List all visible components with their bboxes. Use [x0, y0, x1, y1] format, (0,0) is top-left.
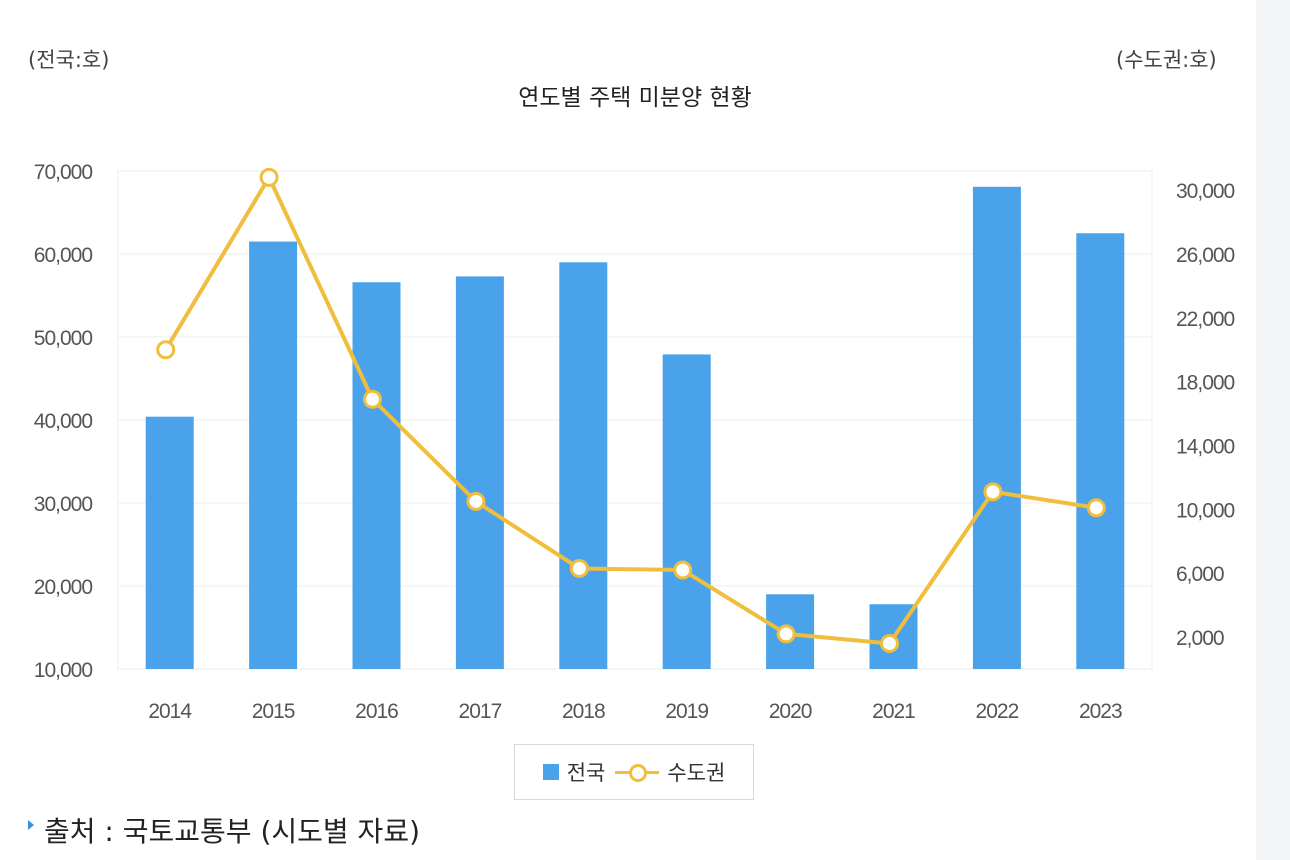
legend-item-national: 전국 [542, 757, 606, 787]
left-axis-tick-label: 60,000 [34, 244, 93, 267]
x-axis-tick-label: 2020 [769, 700, 812, 723]
x-axis-tick-label: 2018 [562, 700, 605, 723]
x-axis-tick-label: 2021 [872, 700, 915, 723]
bar-national [352, 282, 401, 669]
right-axis-tick-label: 18,000 [1176, 372, 1235, 395]
right-axis-tick-label: 10,000 [1176, 499, 1235, 522]
x-axis-tick-label: 2023 [1079, 700, 1122, 723]
line-point-capital [983, 482, 1003, 502]
bar-national [249, 241, 298, 670]
x-axis-tick-label: 2014 [148, 700, 192, 723]
x-axis-tick-label: 2015 [252, 700, 295, 723]
line-point-capital [880, 633, 899, 653]
right-axis-unit: (수도권:호) [1116, 48, 1217, 72]
left-axis-tick-label: 40,000 [34, 410, 93, 433]
right-axis-tick-label: 30,000 [1176, 180, 1235, 203]
bar-national [972, 186, 1021, 669]
bar-national [145, 416, 194, 669]
bar-national [559, 262, 608, 669]
left-axis-tick-label: 30,000 [34, 493, 93, 516]
legend-label-capital: 수도권 [667, 761, 726, 785]
left-axis-unit: (전국:호) [28, 48, 110, 72]
line-point-capital [569, 558, 589, 578]
chart-legend: 전국 수도권 [514, 744, 754, 800]
line-point-capital [259, 167, 279, 187]
x-axis-tick-label: 2022 [976, 700, 1019, 723]
right-axis-tick-label: 26,000 [1176, 244, 1235, 267]
line-point-capital [466, 491, 486, 511]
legend-label-national: 전국 [566, 761, 606, 785]
page-side-strip [1256, 0, 1290, 860]
line-capital-region [156, 167, 1106, 653]
legend-item-capital: 수도권 [615, 757, 725, 787]
left-axis-tick-label: 70,000 [34, 161, 93, 184]
bullet-icon [28, 820, 34, 830]
line-point-capital [156, 340, 176, 360]
x-axis-tick-label: 2019 [665, 700, 708, 723]
left-axis-tick-label: 20,000 [34, 576, 93, 599]
right-axis-tick-label: 2,000 [1176, 627, 1224, 650]
right-axis-tick-label: 14,000 [1176, 436, 1235, 459]
legend-bar-swatch-icon [542, 764, 559, 780]
x-axis-tick-label: 2016 [355, 700, 398, 723]
right-axis-tick-label: 22,000 [1176, 308, 1235, 331]
line-point-capital [1086, 498, 1106, 518]
right-axis-tick-label: 6,000 [1176, 563, 1224, 586]
bar-national [662, 354, 711, 669]
chart-canvas: 10,000 20,000 30,000 40,000 50,000 60,000 70,0… [34, 161, 1236, 723]
bars-national [145, 186, 1125, 670]
line-point-capital [776, 624, 796, 644]
left-axis-tick-label: 10,000 [34, 659, 93, 682]
line-point-capital [673, 560, 693, 580]
source-text: 출처 : 국토교통부 (시도별 자료) [44, 815, 421, 848]
bar-national [455, 276, 504, 669]
left-axis-tick-label: 50,000 [34, 327, 93, 350]
source-note: 출처 : 국토교통부 (시도별 자료) [28, 810, 420, 850]
chart-title: 연도별 주택 미분양 현황 [518, 85, 752, 111]
line-capital-region-path [163, 175, 1097, 646]
x-axis-tick-label: 2017 [459, 700, 502, 723]
legend-line-marker-icon [615, 762, 660, 782]
axis-labels: 10,000 20,000 30,000 40,000 50,000 60,000 70,0… [34, 161, 1236, 723]
line-point-capital [363, 389, 382, 409]
bar-national [1076, 233, 1125, 669]
